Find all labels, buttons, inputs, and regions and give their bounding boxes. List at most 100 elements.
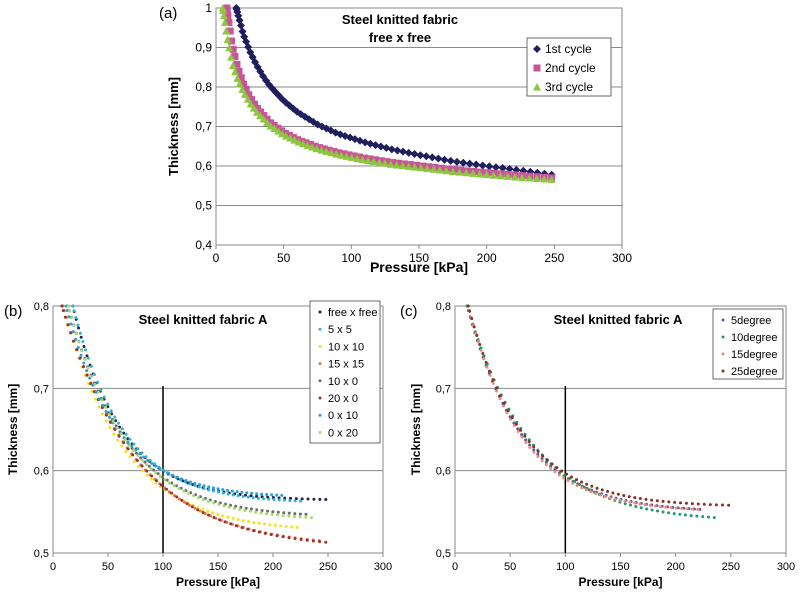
data-point <box>706 515 710 519</box>
data-point <box>540 459 544 463</box>
data-point <box>622 493 626 497</box>
data-point <box>325 146 333 154</box>
data-point <box>243 508 247 512</box>
data-point <box>434 154 443 163</box>
data-point <box>696 507 700 511</box>
data-point <box>545 458 549 462</box>
legend-label: free x free <box>328 307 378 319</box>
data-point <box>478 161 487 170</box>
data-point <box>345 151 353 159</box>
data-point <box>107 412 111 416</box>
data-point <box>476 340 480 344</box>
data-point <box>281 514 285 518</box>
data-point <box>404 148 413 157</box>
data-point <box>350 152 358 160</box>
data-point <box>68 309 72 313</box>
data-point <box>701 515 705 519</box>
y-tick-label: 0,9 <box>195 41 212 55</box>
data-point <box>196 496 200 500</box>
data-point <box>221 514 225 518</box>
data-point <box>327 148 336 157</box>
data-point <box>305 538 309 542</box>
data-point <box>459 158 468 167</box>
data-point <box>80 349 84 353</box>
data-point <box>466 304 470 308</box>
data-point <box>485 162 494 171</box>
data-point <box>294 136 302 144</box>
y-tick-label: 0,6 <box>436 466 451 478</box>
data-point <box>536 450 540 454</box>
legend-label: 0 x 10 <box>328 410 358 422</box>
data-point <box>355 153 363 161</box>
data-point <box>212 489 216 493</box>
data-point <box>99 388 103 392</box>
data-point <box>399 147 408 156</box>
data-point <box>171 473 175 477</box>
legend-marker <box>318 430 322 434</box>
x-tick-label: 300 <box>612 251 632 265</box>
data-point <box>603 494 607 498</box>
data-point <box>294 497 298 501</box>
data-point <box>487 369 491 373</box>
series-5-x-5 <box>71 304 302 503</box>
data-point <box>84 348 88 352</box>
series-10-x-10 <box>61 304 299 529</box>
series-25degree <box>466 304 731 507</box>
data-point <box>238 85 247 93</box>
data-point <box>134 451 138 455</box>
data-point <box>532 445 536 449</box>
data-point <box>259 511 263 515</box>
data-point <box>532 448 536 452</box>
data-point <box>489 171 498 179</box>
data-point <box>237 74 245 82</box>
data-point <box>267 497 271 501</box>
data-point <box>470 317 474 321</box>
data-point <box>187 491 191 495</box>
data-point <box>299 499 302 503</box>
x-tick-label: 150 <box>611 561 629 573</box>
data-point <box>260 492 264 496</box>
data-point <box>243 95 252 103</box>
data-point <box>714 503 718 507</box>
data-point <box>303 141 312 149</box>
data-point <box>86 366 90 370</box>
data-point <box>484 360 488 364</box>
data-point <box>244 506 248 510</box>
data-point <box>198 509 202 513</box>
data-point <box>71 339 75 343</box>
data-point <box>375 158 384 166</box>
data-point <box>152 462 156 466</box>
data-point <box>312 144 321 153</box>
data-point <box>235 79 244 88</box>
data-point <box>318 540 322 544</box>
data-point <box>479 346 483 350</box>
y-tick-label: 0,6 <box>34 466 49 478</box>
x-tick-label: 150 <box>209 561 227 573</box>
data-point <box>145 463 149 467</box>
data-point <box>287 514 291 518</box>
data-point <box>506 409 510 413</box>
data-point <box>377 157 385 165</box>
series-15degree <box>466 304 700 511</box>
data-point <box>175 475 179 479</box>
data-point <box>720 503 724 507</box>
data-point <box>231 516 235 520</box>
series-free-x-free <box>71 304 328 501</box>
legend-marker <box>318 327 322 331</box>
legend-label: 5degree <box>731 315 771 327</box>
data-point <box>90 389 94 393</box>
data-point <box>88 376 92 380</box>
data-point <box>203 512 207 516</box>
data-point <box>282 511 286 515</box>
data-point <box>233 74 242 82</box>
data-point <box>667 511 671 515</box>
data-point <box>565 472 569 476</box>
data-point <box>223 520 227 524</box>
data-point <box>589 490 593 494</box>
data-point <box>277 498 281 502</box>
x-tick-label: 100 <box>341 251 361 265</box>
data-point <box>245 491 249 495</box>
legend <box>526 37 612 97</box>
data-point <box>608 496 612 500</box>
